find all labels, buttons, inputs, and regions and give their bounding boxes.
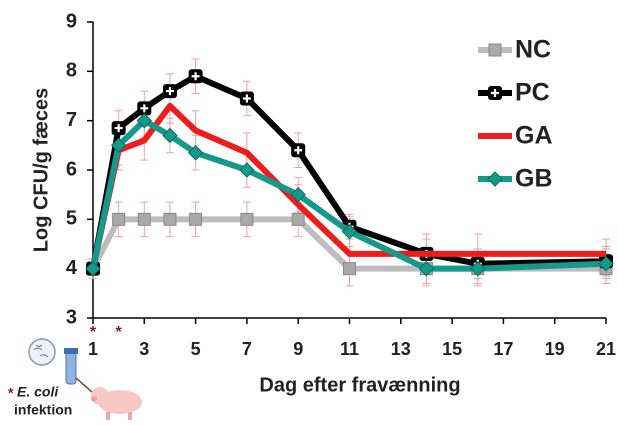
y-tick-label: 5 [66,208,77,230]
legend-label: GB [515,165,553,193]
marker [190,213,202,225]
infection-text: infektion [14,402,72,418]
marker [291,143,305,157]
legend-item: GB [478,165,553,193]
legend-label: NC [515,36,551,64]
y-axis-label: Log CFU/g fæces [30,88,52,252]
legend-item: GA [478,122,553,150]
y-tick-label: 8 [66,60,77,82]
marker [138,213,150,225]
x-tick-label: 15 [442,339,462,359]
y-tick-label: 3 [66,306,77,328]
x-tick-label: 7 [242,339,252,359]
marker [344,263,356,275]
x-tick-label: 1 [88,339,98,359]
star: * [8,385,14,401]
marker [189,69,203,83]
x-tick-label: 17 [493,339,513,359]
legend-item: NC [478,36,551,64]
legend-label: PC [515,79,550,107]
infection-organism: E. coli [17,384,59,400]
legend-label: GA [515,122,553,150]
y-tick-label: 4 [66,257,78,279]
x-tick-label: 11 [340,339,359,359]
marker [241,213,253,225]
marker [113,213,125,225]
chart: Log CFU/g fæces Dag efter fravænning * E… [0,0,619,421]
x-tick-label: 3 [139,339,149,359]
marker [240,91,254,105]
illustration: * E. coli infektion [8,339,142,420]
x-tick-label: 19 [545,339,565,359]
legend-item: PC [478,79,550,107]
star: * [90,324,97,341]
x-tick-label: 21 [596,339,616,359]
marker [164,213,176,225]
x-axis-label: Dag efter fravænning [259,374,460,396]
marker [163,84,177,98]
x-tick-label: 13 [391,339,411,359]
marker [488,172,502,186]
marker [489,44,501,56]
y-tick-label: 9 [66,10,77,32]
x-tick-label: 9 [293,339,303,359]
y-tick-label: 6 [66,158,77,180]
marker [292,213,304,225]
x-tick-label: 5 [191,339,201,359]
y-tick-label: 7 [66,109,77,131]
star: * [116,324,123,341]
marker [488,86,502,100]
marker [112,121,126,135]
